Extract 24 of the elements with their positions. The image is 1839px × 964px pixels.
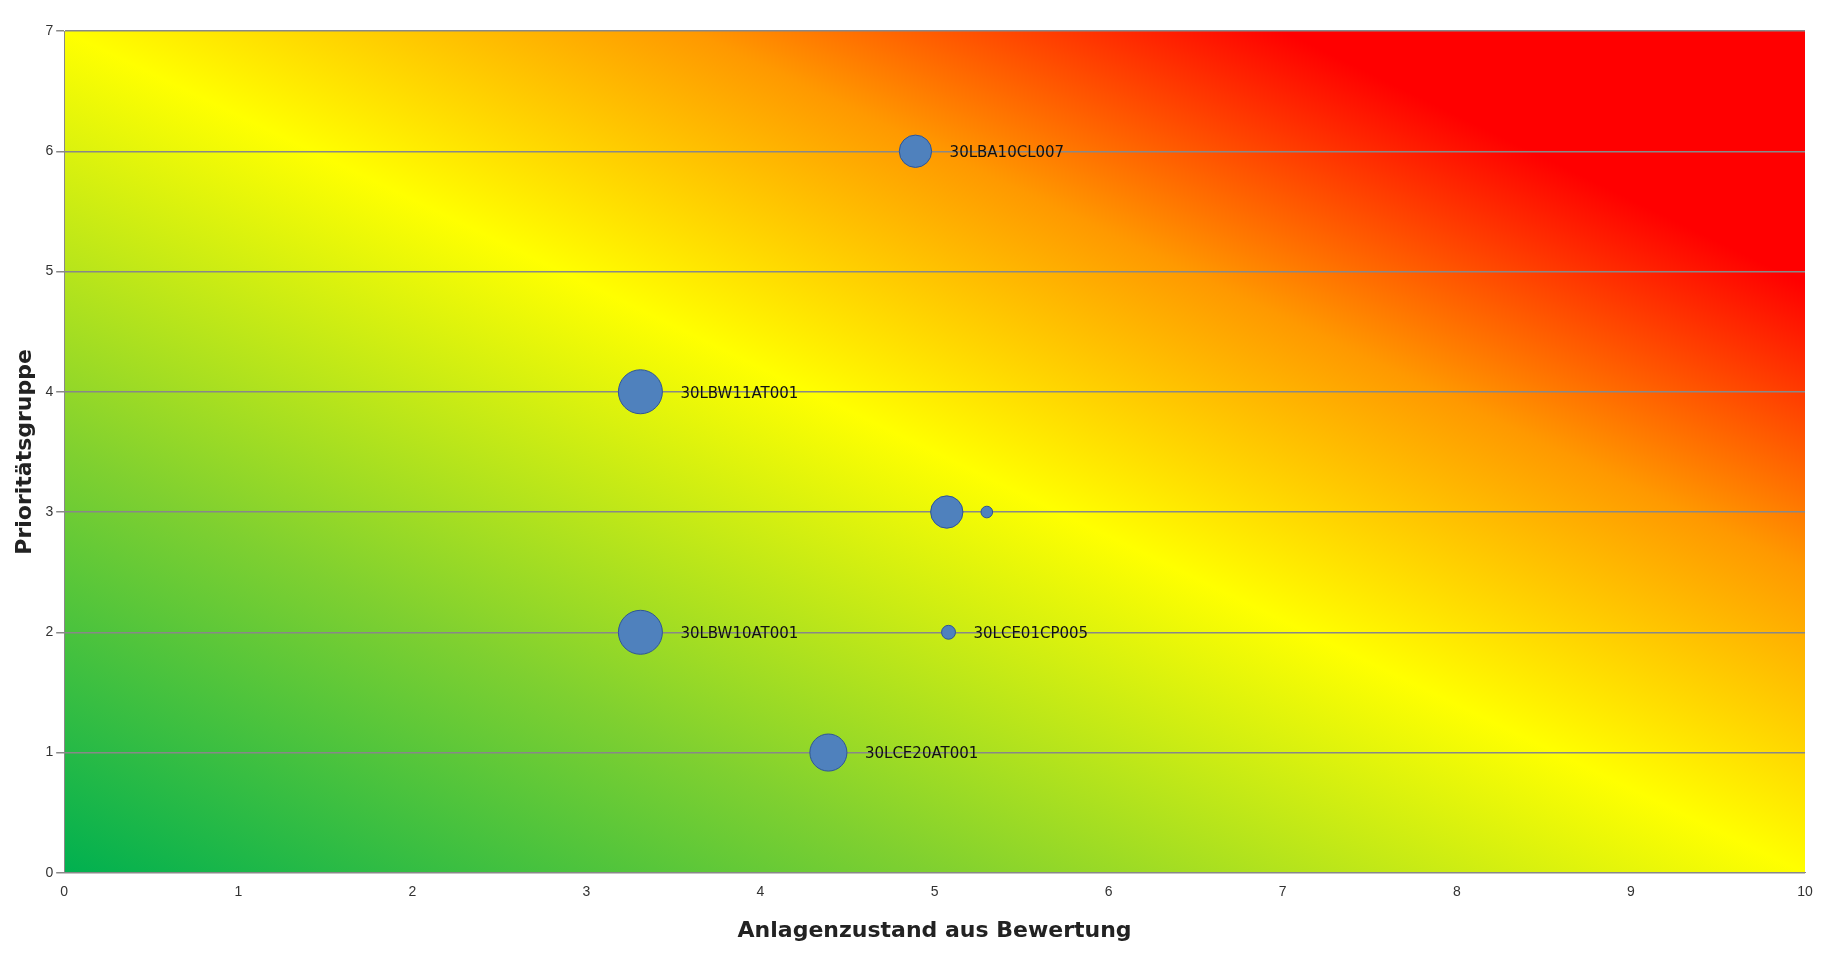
y-tick-label: 6 — [45, 142, 54, 159]
x-tick-label: 7 — [1278, 883, 1287, 900]
y-tick-label: 5 — [45, 262, 54, 279]
data-label: 30LCE01CP005 — [973, 624, 1089, 643]
x-tick-label: 10 — [1797, 883, 1813, 900]
x-tick-label: 6 — [1104, 883, 1113, 900]
x-tick-label: 8 — [1452, 883, 1461, 900]
y-tick-label: 0 — [45, 863, 54, 880]
x-axis-title: Anlagenzustand aus Bewertung — [737, 916, 1132, 942]
data-label: 30LCE20AT001 — [864, 744, 979, 763]
x-tick-label: 0 — [60, 883, 69, 900]
x-tick-label: 1 — [234, 883, 243, 900]
x-tick-label: 9 — [1627, 883, 1636, 900]
y-tick-label: 2 — [45, 623, 54, 640]
data-label: 30LBW10AT001 — [680, 624, 799, 643]
y-tick-label: 1 — [45, 743, 54, 760]
x-tick-label: 5 — [930, 883, 939, 900]
y-tick-label: 7 — [45, 21, 54, 38]
x-tick-label: 3 — [582, 883, 591, 900]
y-tick-label: 4 — [45, 382, 54, 399]
y-tick-label: 3 — [45, 502, 54, 519]
x-tick-label: 2 — [408, 883, 417, 900]
x-tick-label: 4 — [756, 883, 765, 900]
y-axis-title: Prioritätsgruppe — [10, 349, 36, 555]
